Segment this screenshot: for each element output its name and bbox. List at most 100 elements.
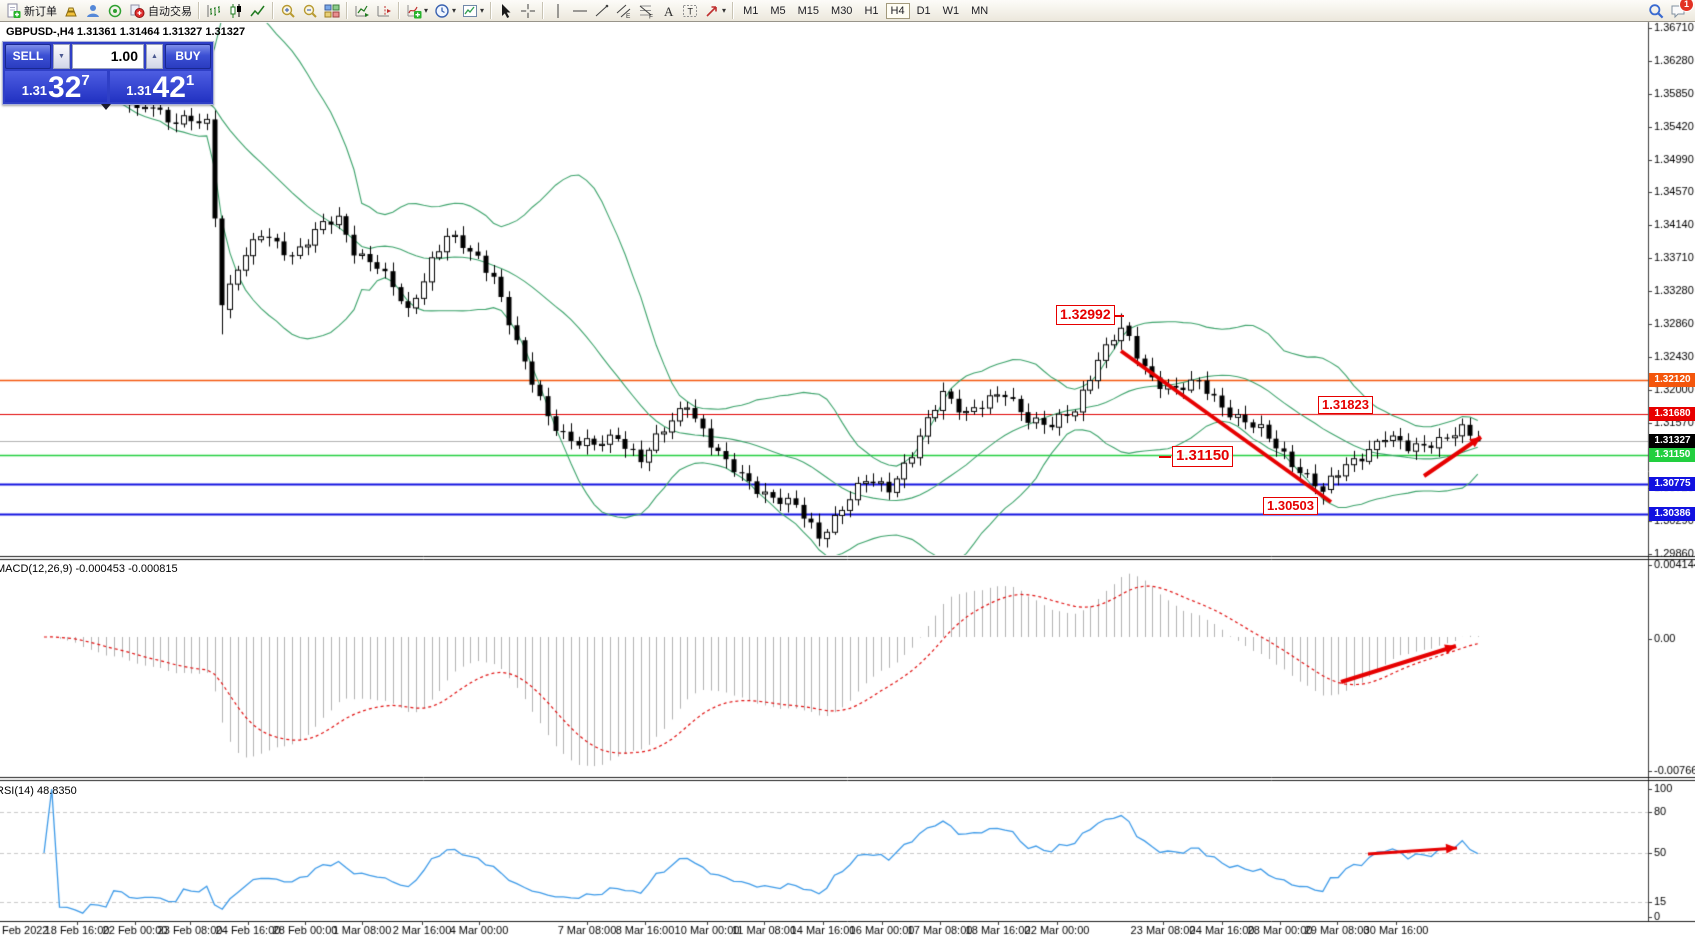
timeframe-m15-button[interactable]: M15 [797, 4, 820, 17]
price-tag: 1.31150 [1649, 447, 1695, 462]
timeframe-h4-button[interactable]: H4 [885, 2, 910, 19]
toolbar-chart-shift-button[interactable] [374, 1, 394, 20]
dropdown-caret-icon: ▾ [480, 6, 485, 15]
volume-increase-button[interactable]: ▲ [146, 44, 163, 69]
toolbar-separator [398, 2, 400, 19]
arrowobj-icon [704, 3, 720, 19]
zoomin-icon [280, 3, 296, 19]
sell-price-display[interactable]: 1.31 32 7 [5, 71, 107, 104]
svg-text:F: F [649, 13, 653, 19]
toolbar-horizontal-line-button[interactable] [570, 1, 590, 20]
toolbar-tile-windows-button[interactable] [322, 1, 342, 20]
panel-collapse-caret[interactable] [101, 104, 111, 110]
chart-title: GBPUSD-,H4 1.31361 1.31464 1.31327 1.313… [6, 26, 246, 38]
toolbar-text-button[interactable]: A [658, 1, 678, 20]
doc-plus-icon [5, 3, 21, 19]
indicator-icon [406, 3, 422, 19]
toolbar-equidistant-channel-button[interactable]: E [614, 1, 634, 20]
toolbar-zoom-out-button[interactable] [300, 1, 320, 20]
toolbar-arrow-objects-button[interactable]: ▾ [702, 1, 728, 20]
toolbar-right-group: 1 [1645, 0, 1694, 20]
person-icon [85, 3, 101, 19]
toolbar-separator [198, 2, 200, 19]
sell-button[interactable]: SELL [5, 44, 51, 69]
volume-input[interactable]: 1.00 [72, 44, 144, 69]
chartshift-icon [376, 3, 392, 19]
price-tag: 1.30775 [1649, 476, 1695, 491]
toolbar-candlestick-mode-button[interactable] [226, 1, 246, 20]
toolbar-crosshair-button[interactable] [518, 1, 538, 20]
buy-price-prefix: 1.31 [126, 83, 152, 98]
toolbar-signals-button[interactable] [105, 1, 125, 20]
hline-icon [572, 3, 588, 19]
tiles-icon [324, 3, 340, 19]
channel-icon: E [616, 3, 632, 19]
toolbar-button-label: 自动交易 [148, 5, 192, 18]
toolbar-indicators-button[interactable]: ▾ [404, 1, 430, 20]
price-annotation[interactable]: 1.32992 [1056, 305, 1124, 325]
price-annotation[interactable]: 1.30503 [1263, 497, 1318, 516]
toolbar-button-label: 新订单 [24, 5, 57, 18]
dropdown-caret-icon: ▾ [452, 6, 457, 15]
toolbar-auto-trading-button[interactable]: 自动交易 [127, 1, 194, 20]
clock-icon [434, 3, 450, 19]
gold-icon [63, 3, 79, 19]
toolbar-line-chart-mode-button[interactable] [248, 1, 268, 20]
timeframe-m1-button[interactable]: M1 [743, 4, 759, 17]
timeframe-m30-button[interactable]: M30 [831, 4, 853, 17]
toolbar-separator [732, 2, 735, 19]
toolbar-trendline-button[interactable] [592, 1, 612, 20]
zoomout-icon [302, 3, 318, 19]
toolbar-templates-button[interactable]: ▾ [460, 1, 486, 20]
volume-decrease-button[interactable]: ▼ [53, 44, 70, 69]
toolbar-separator [346, 2, 348, 19]
price-annotation[interactable]: 1.31150 [1159, 446, 1234, 467]
timeframe-w1-button[interactable]: W1 [942, 4, 960, 17]
toolbar: 新订单 自动交易 ▾ ▾ ▾ E F A T ▾ M1 M5 M15 M30 H1 H4 D1 W1 MN 1 [0, 0, 1695, 22]
crosshair-icon [520, 3, 536, 19]
toolbar-new-order-button[interactable]: 新订单 [3, 1, 59, 20]
autoscroll-icon [354, 3, 370, 19]
toolbar-history-center-button[interactable] [61, 1, 81, 20]
price-tag: 1.32120 [1649, 373, 1695, 388]
svg-text:T: T [688, 6, 694, 16]
buy-price-display[interactable]: 1.31 42 1 [109, 71, 211, 104]
signal-icon [107, 3, 123, 19]
timeframe-m5-button[interactable]: M5 [770, 4, 786, 17]
sell-price-prefix: 1.31 [21, 83, 48, 98]
dropdown-caret-icon: ▾ [722, 6, 727, 15]
toolbar-vertical-line-button[interactable] [548, 1, 568, 20]
toolbar-fibonacci-retracement-button[interactable]: F [636, 1, 656, 20]
timeframe-d1-button[interactable]: D1 [916, 4, 931, 17]
toolbar-periods-button[interactable]: ▾ [432, 1, 458, 20]
toolbar-zoom-in-button[interactable] [278, 1, 298, 20]
timeframe-h1-button[interactable]: H1 [864, 4, 879, 17]
price-annotation[interactable]: 1.31823 [1318, 396, 1373, 415]
toolbar-separator [272, 2, 274, 19]
template-icon [462, 3, 478, 19]
timeframe-mn-button[interactable]: MN [971, 4, 989, 17]
candles-icon [228, 3, 244, 19]
buy-price-pip: 1 [185, 72, 195, 89]
price-tag: 1.30386 [1649, 506, 1695, 521]
toolbar-separator [490, 2, 493, 19]
toolbar-profile-button[interactable] [83, 1, 103, 20]
toolbar-cursor-button[interactable] [496, 1, 516, 20]
price-tag: 1.31327 [1649, 434, 1695, 449]
buy-button[interactable]: BUY [165, 44, 211, 69]
buy-price-big: 42 [152, 71, 186, 104]
svg-text:A: A [664, 4, 674, 19]
toolbar-text-label-button[interactable]: T [680, 1, 700, 20]
toolbar-bar-chart-mode-button[interactable] [204, 1, 224, 20]
search-icon [1648, 3, 1664, 19]
labelT-icon: T [682, 3, 698, 19]
toolbar-search-button[interactable] [1646, 1, 1666, 20]
cursor-icon [498, 3, 514, 19]
linechart-icon [250, 3, 266, 19]
toolbar-auto-scroll-button[interactable] [352, 1, 372, 20]
toolbar-notifications-button[interactable]: 1 [1668, 0, 1694, 20]
sell-price-pip: 7 [81, 72, 90, 89]
sell-price-big: 32 [48, 71, 82, 104]
